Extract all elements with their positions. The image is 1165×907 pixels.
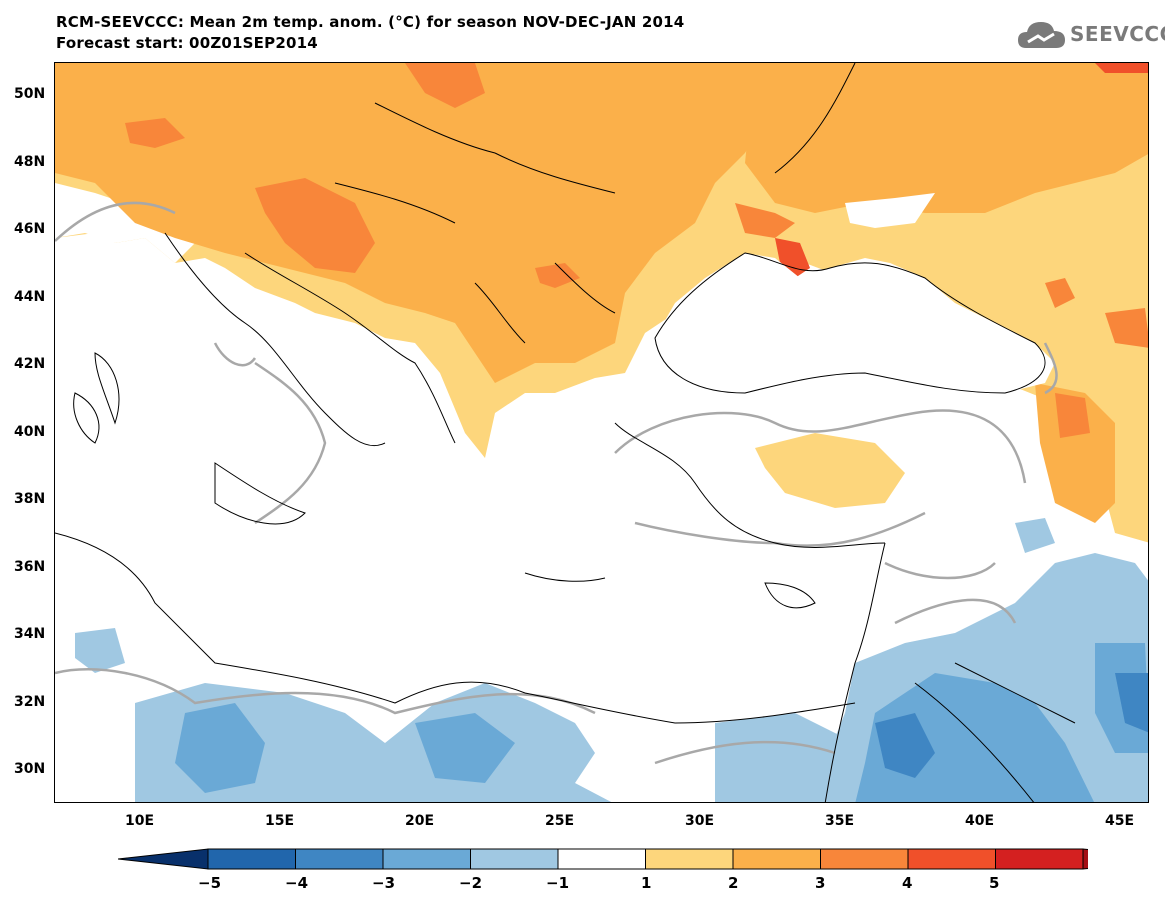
lon-label: 45E bbox=[1105, 813, 1135, 829]
colorbar-label: −1 bbox=[546, 874, 570, 892]
lat-label: 48N bbox=[14, 154, 46, 170]
colorbar-label: 5 bbox=[989, 874, 1000, 892]
lat-label: 36N bbox=[14, 559, 46, 575]
anomaly-map bbox=[55, 63, 1148, 802]
colorbar-segment bbox=[732, 848, 821, 870]
colorbar-label: 4 bbox=[902, 874, 913, 892]
lon-label: 30E bbox=[685, 813, 715, 829]
lat-label: 50N bbox=[14, 86, 46, 102]
lon-label: 15E bbox=[265, 813, 295, 829]
colorbar-max-arrow bbox=[1082, 848, 1088, 870]
colorbar-segment bbox=[207, 848, 296, 870]
colorbar-label: 2 bbox=[728, 874, 739, 892]
colorbar-segment bbox=[995, 848, 1084, 870]
colorbar-min-arrow bbox=[118, 848, 209, 870]
lat-label: 40N bbox=[14, 424, 46, 440]
map-title: RCM-SEEVCCC: Mean 2m temp. anom. (°C) fo… bbox=[56, 12, 684, 54]
colorbar-segment bbox=[557, 848, 646, 870]
map-panel bbox=[54, 62, 1149, 803]
colorbar-segment bbox=[907, 848, 996, 870]
title-line-2: Forecast start: 00Z01SEP2014 bbox=[56, 34, 318, 52]
lat-label: 30N bbox=[14, 761, 46, 777]
lat-label: 32N bbox=[14, 694, 46, 710]
lon-label: 40E bbox=[965, 813, 995, 829]
colorbar-segment bbox=[820, 848, 909, 870]
lat-label: 42N bbox=[14, 356, 46, 372]
lon-label: 10E bbox=[125, 813, 155, 829]
colorbar-label: −5 bbox=[198, 874, 222, 892]
colorbar bbox=[118, 848, 1088, 870]
colorbar-label: −2 bbox=[459, 874, 483, 892]
colorbar-segment bbox=[382, 848, 471, 870]
lat-label: 44N bbox=[14, 289, 46, 305]
colorbar-segment bbox=[645, 848, 734, 870]
lon-label: 25E bbox=[545, 813, 575, 829]
cloud-icon bbox=[1018, 22, 1065, 48]
black-sea bbox=[655, 253, 1055, 393]
seevccc-logo: SEEVCCC bbox=[1016, 18, 1165, 58]
lat-label: 46N bbox=[14, 221, 46, 237]
colorbar-label: 3 bbox=[815, 874, 826, 892]
lat-label: 38N bbox=[14, 491, 46, 507]
colorbar-segment bbox=[295, 848, 384, 870]
logo-text: SEEVCCC bbox=[1070, 22, 1165, 46]
colorbar-label: 1 bbox=[641, 874, 652, 892]
warm-anomaly-region-strong bbox=[55, 63, 775, 383]
lon-label: 35E bbox=[825, 813, 855, 829]
lon-label: 20E bbox=[405, 813, 435, 829]
colorbar-segment bbox=[470, 848, 559, 870]
coastlines bbox=[55, 63, 1076, 802]
colorbar-label: −4 bbox=[285, 874, 309, 892]
lat-label: 34N bbox=[14, 626, 46, 642]
title-line-1: RCM-SEEVCCC: Mean 2m temp. anom. (°C) fo… bbox=[56, 13, 685, 31]
zero-contour-lines bbox=[55, 201, 1058, 765]
colorbar-label: −3 bbox=[372, 874, 396, 892]
